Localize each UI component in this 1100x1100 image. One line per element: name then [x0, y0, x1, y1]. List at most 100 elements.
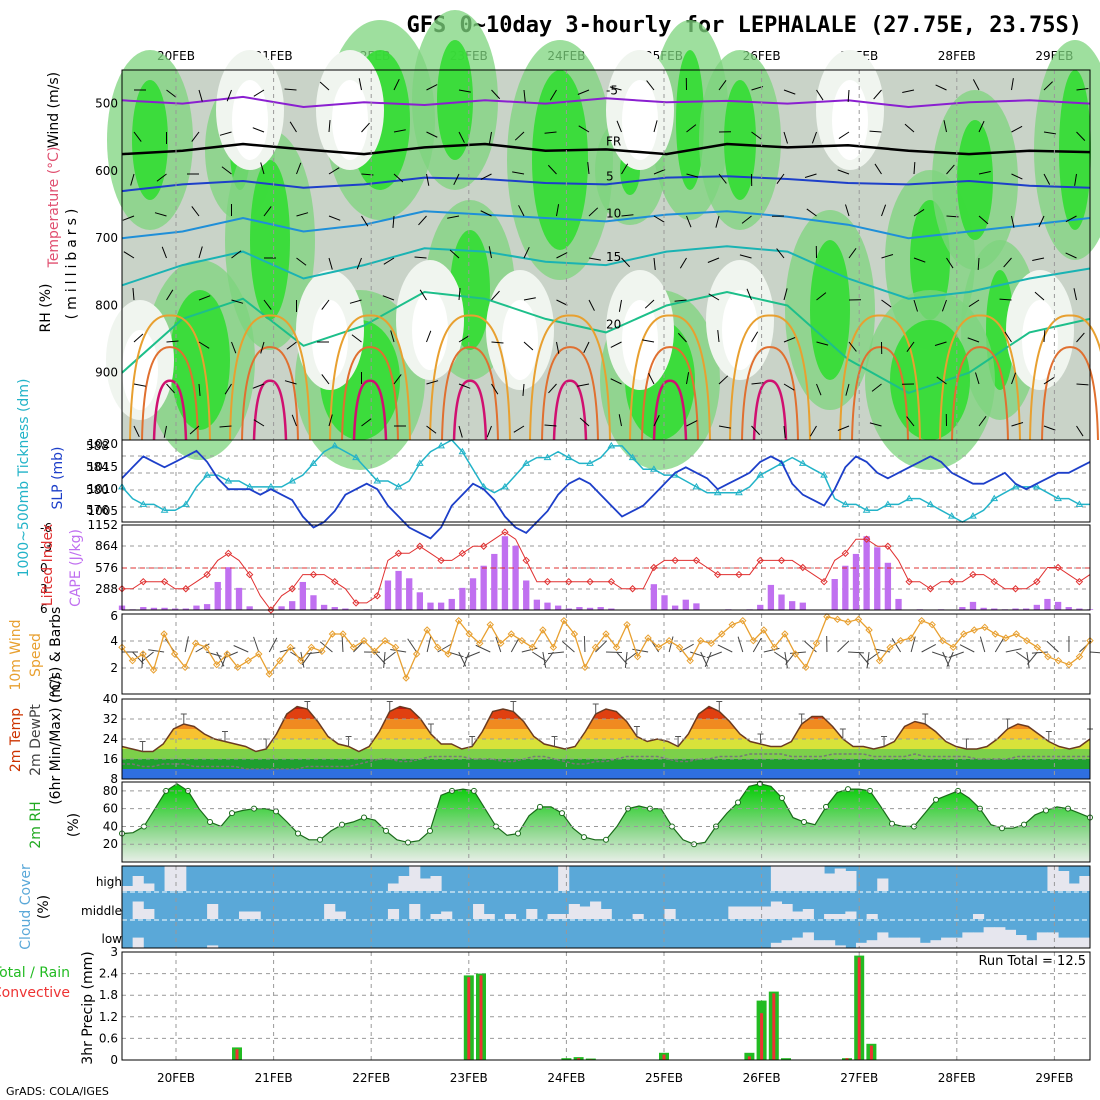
wind-barb — [393, 173, 404, 183]
cape-bar — [895, 598, 902, 610]
rh-very-dry-area — [1022, 300, 1058, 380]
wind-barb — [382, 651, 396, 663]
cape-bar — [246, 606, 253, 610]
lifted-index-marker — [203, 570, 211, 579]
lifted-index-marker — [969, 570, 977, 579]
cloud-middle-label: middle — [81, 904, 122, 918]
precip-convective-bar — [772, 993, 776, 1060]
cape-bar — [959, 607, 966, 610]
temperature-contour-label: 20 — [606, 317, 621, 331]
rh-marker — [317, 836, 323, 843]
rh-very-dry-area — [622, 300, 658, 380]
wind-barb — [751, 331, 759, 343]
cloud-cell — [1015, 935, 1027, 948]
y-tick-label: 1.8 — [99, 988, 118, 1002]
date-label: 29FEB — [1035, 1071, 1073, 1085]
y-tick-label: 4 — [110, 634, 118, 648]
wind-barb — [133, 425, 140, 438]
lifted-index-marker — [990, 577, 998, 586]
wind-barb — [881, 299, 892, 308]
wind-barb — [260, 162, 265, 175]
cloud-cell — [590, 901, 602, 919]
cloud-cell — [972, 914, 985, 919]
wind-barb — [349, 299, 362, 304]
wind-barb — [910, 636, 916, 653]
y-tick-label: 20 — [103, 837, 118, 851]
warm-contour — [129, 314, 211, 441]
wind-barb — [752, 637, 762, 653]
cloud-cell — [802, 932, 814, 948]
y-tick-label: 40 — [103, 819, 118, 833]
cape-bar — [395, 570, 402, 610]
wind-barb — [156, 173, 167, 182]
wind-barb — [426, 84, 438, 91]
lifted-index-marker — [437, 556, 445, 565]
cape-bar — [565, 608, 572, 610]
temp-band — [122, 739, 1090, 749]
dewpt2m-label: 2m DewPt — [28, 704, 44, 776]
cloud-cell — [1047, 866, 1059, 891]
rh-saturated-area — [1059, 70, 1091, 230]
cape-bar — [863, 536, 870, 610]
wind-speed-marker — [202, 643, 210, 652]
precip-convective-bar — [467, 977, 471, 1060]
wind-barb — [1026, 651, 1038, 665]
minmax-label: (6hr Min/Max) (°C) — [48, 675, 64, 805]
cloud-cell — [483, 914, 495, 919]
date-label: 23FEB — [450, 1071, 488, 1085]
cloud-cell — [941, 937, 953, 948]
temperature-contour — [121, 95, 1091, 109]
wind-barb — [544, 131, 557, 134]
wind-speed-marker — [644, 634, 652, 642]
rh-saturated-area — [132, 80, 168, 200]
wind-barb — [206, 651, 222, 657]
cape-bar — [778, 594, 785, 610]
wind-barb — [946, 164, 955, 175]
rh-very-dry-area — [232, 80, 268, 160]
wind-barb — [296, 212, 309, 217]
wind-barb — [523, 341, 534, 351]
cloud-cell — [792, 866, 804, 891]
cloud-cell — [834, 945, 846, 948]
wind-speed-marker — [612, 643, 621, 652]
wind-barb — [816, 292, 827, 301]
cape-label: CAPE (J/kg) — [68, 529, 84, 607]
rh-marker — [295, 830, 301, 837]
rh-very-dry-area — [832, 80, 868, 160]
thickness-marker — [628, 453, 637, 461]
cloud-cell — [526, 909, 538, 919]
wind-barb — [393, 78, 400, 91]
y-tick-label: 32 — [103, 712, 118, 726]
warm-contour — [241, 346, 299, 441]
lifted-index-marker — [777, 556, 786, 565]
rh-area — [122, 783, 1090, 862]
thickness-marker — [564, 453, 573, 461]
precip-convective-bar — [662, 1054, 666, 1060]
wind-speed-marker — [844, 618, 852, 626]
cape-bar — [342, 608, 349, 610]
cloud-cell — [781, 866, 793, 891]
cape-bar — [842, 565, 849, 610]
wind-speed-marker — [549, 643, 558, 652]
cape-bar — [289, 601, 296, 610]
warm-contour — [441, 346, 499, 441]
warm-contour — [429, 314, 511, 441]
wind-barb — [224, 383, 232, 395]
wind-barb — [491, 89, 501, 100]
wind-speed-marker — [654, 643, 663, 652]
cloud-cell — [877, 932, 889, 948]
bottom-date-labels: 20FEB 21FEB 22FEB 23FEB 24FEB 25FEB 26FEB 27FEB… — [157, 1071, 1073, 1085]
temp-band — [122, 759, 1090, 769]
cloud-cell — [132, 901, 144, 919]
thickness-marker — [905, 494, 914, 502]
cape-bar — [852, 553, 860, 610]
precip-total-label: Total / Rain — [0, 965, 70, 981]
cape-bar — [331, 607, 338, 610]
wind-barb — [677, 332, 687, 343]
wind-barb — [1011, 78, 1014, 91]
wind-barb — [946, 257, 954, 269]
wind-speed-marker — [886, 643, 894, 652]
thickness-marker — [841, 500, 850, 507]
wind-barb — [132, 288, 135, 301]
wind-barb — [523, 246, 530, 259]
